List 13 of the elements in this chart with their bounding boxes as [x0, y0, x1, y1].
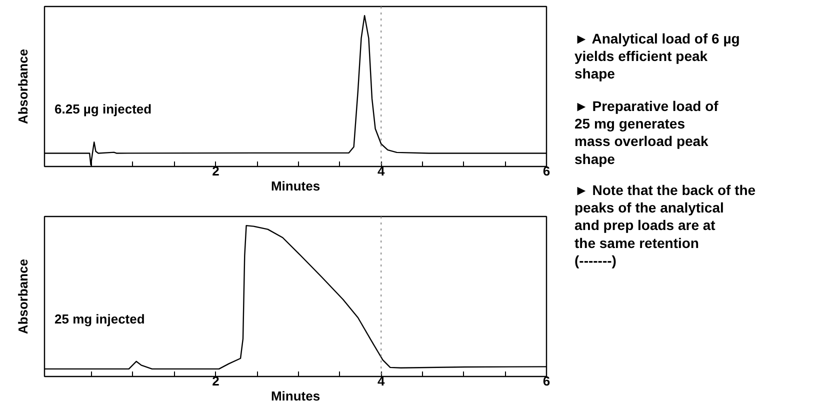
x-tick-label: 6 [542, 164, 550, 178]
annotation: 25 mg injected [54, 312, 145, 326]
y-axis-title: Absorbance [16, 48, 30, 124]
x-tick-label: 4 [377, 164, 386, 178]
x-axis-title: Minutes [270, 388, 320, 404]
x-tick-label: 4 [377, 374, 386, 388]
y-axis-title: Absorbance [16, 258, 30, 334]
text: ► Preparative load of 25 mg generates mass overload peak shape [574, 98, 719, 167]
x-axis-title: Minutes [270, 178, 320, 194]
annotation: 6.25 µg injected [54, 102, 152, 116]
text: ► Note that the back of the peaks of the analytical and prep loads are at the same retention (-------) [574, 182, 756, 268]
text: ► Analytical load of 6 µg yields efficient peak shape [574, 30, 740, 82]
x-tick-label: 6 [542, 374, 550, 388]
